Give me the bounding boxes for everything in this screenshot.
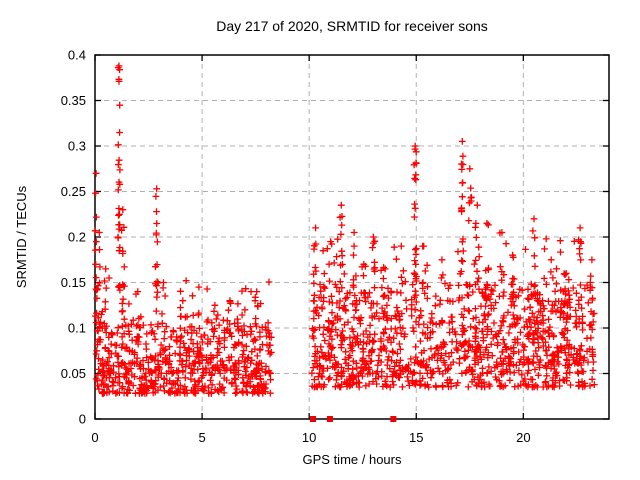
x-tick-label: 10 [302,430,316,445]
scatter-points [91,62,598,397]
y-tick-label: 0.15 [61,275,86,290]
gap-marker-square [310,416,317,422]
gap-marker-square [390,416,397,422]
tick-labels: 0 5 10 15 20 0 0.05 0.1 0.15 0.2 0.25 0.3 0.35 0.4 [61,48,531,446]
plot-frame [94,54,610,420]
x-axis-label: GPS time / hours [303,452,402,467]
chart-title: Day 217 of 2020, SRMTID for receiver son… [216,18,488,34]
y-tick-label: 0.35 [61,93,86,108]
gap-marker-square [326,416,333,422]
y-tick-label: 0.1 [68,321,86,336]
y-tick-label: 0.2 [68,230,86,245]
y-tick-label: 0 [79,412,86,427]
x-tick-label: 0 [91,430,98,445]
x-tick-label: 20 [516,430,530,445]
gap-markers [310,416,397,422]
y-tick-label: 0.3 [68,139,86,154]
y-tick-label: 0.25 [61,184,86,199]
y-tick-label: 0.4 [68,48,86,63]
srmtid-plus-markers [91,62,598,397]
y-axis-label: SRMTID / TECUs [14,185,29,288]
x-tick-label: 5 [198,430,205,445]
y-tick-label: 0.05 [61,366,86,381]
x-tick-label: 15 [409,430,423,445]
